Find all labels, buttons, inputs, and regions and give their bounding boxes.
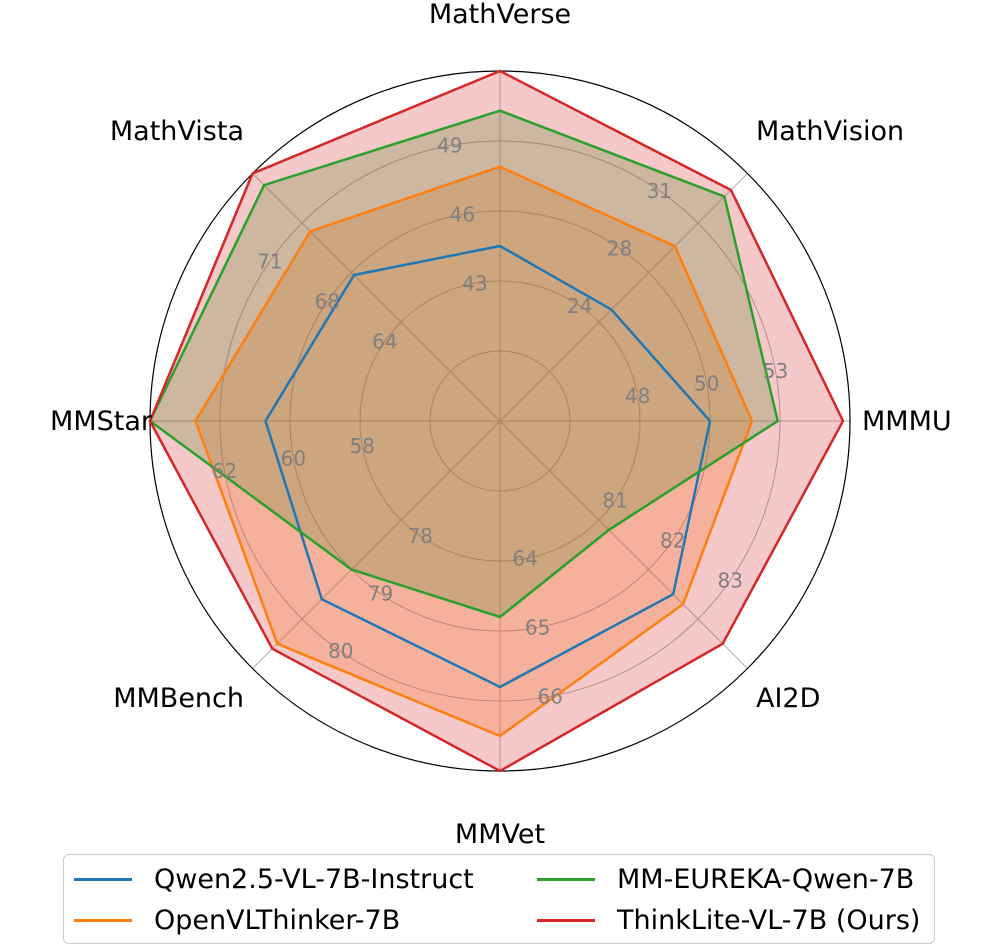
axis-label-mmmu: MMMU <box>862 406 952 437</box>
tick-label-mathvision-2: 28 <box>607 236 632 260</box>
legend-swatch-qwen <box>74 877 132 881</box>
tick-label-mmbench-3: 80 <box>328 639 353 663</box>
tick-label-mmbench-2: 79 <box>368 582 393 606</box>
series-line-thinklite-vl-7b-ours <box>148 69 845 773</box>
tick-label-mmstar-3: 62 <box>212 459 237 483</box>
tick-label-mmvet-3: 66 <box>537 685 562 709</box>
axis-label-mmstar: MMStar <box>50 406 153 437</box>
legend-label-openvlthinker: OpenVLThinker-7B <box>154 904 401 936</box>
tick-label-mmbench-1: 78 <box>408 524 433 548</box>
axis-label-mathverse: MathVerse <box>429 0 571 30</box>
spoke-mmbench <box>252 420 501 669</box>
axis-label-mmbench: MMBench <box>113 683 244 714</box>
axis-label-mathvision: MathVision <box>756 116 904 147</box>
series-line-openvlthinker-7b <box>194 165 754 738</box>
tick-label-mmstar-1: 58 <box>350 434 375 458</box>
spoke-mathvision <box>499 173 748 422</box>
tick-label-ai2d-1: 81 <box>602 489 627 513</box>
legend-label-thinklite: ThinkLite-VL-7B (Ours) <box>617 904 921 936</box>
legend-item-thinklite: ThinkLite-VL-7B (Ours) <box>537 900 920 940</box>
legend-swatch-mm-eureka <box>537 877 595 881</box>
legend-item-qwen: Qwen2.5-VL-7B-Instruct <box>74 859 474 899</box>
spoke-mathvista <box>252 173 501 422</box>
tick-label-mmstar-2: 60 <box>281 447 306 471</box>
tick-label-ai2d-2: 82 <box>660 529 685 553</box>
tick-label-mathvision-1: 24 <box>567 294 592 318</box>
spoke-ai2d <box>499 420 748 669</box>
axis-label-mmvet: MMVet <box>455 819 545 850</box>
axis-label-ai2d: AI2D <box>756 683 820 714</box>
tick-label-mathvista-2: 68 <box>315 290 340 314</box>
tick-label-mathverse-2: 46 <box>450 202 475 226</box>
label-layer: 43 46 49 24 28 31 48 50 53 81 82 83 64 65 66 78 79 80 58 60… <box>50 0 952 850</box>
legend-label-mm-eureka: MM-EUREKA-Qwen-7B <box>617 863 915 895</box>
axis-label-mathvista: MathVista <box>110 116 244 147</box>
legend-item-mm-eureka: MM-EUREKA-Qwen-7B <box>537 859 914 899</box>
tick-label-mmvet-1: 64 <box>512 547 537 571</box>
series-line-layer <box>148 69 845 773</box>
legend-item-openvlthinker: OpenVLThinker-7B <box>74 900 400 940</box>
legend: Qwen2.5-VL-7B-Instruct OpenVLThinker-7B … <box>63 854 935 944</box>
tick-label-mmmu-2: 50 <box>694 371 719 395</box>
legend-label-qwen: Qwen2.5-VL-7B-Instruct <box>154 863 474 895</box>
tick-label-mmmu-3: 53 <box>763 359 788 383</box>
tick-label-mathverse-3: 49 <box>437 134 462 158</box>
tick-label-mmvet-2: 65 <box>525 616 550 640</box>
legend-swatch-thinklite <box>537 918 595 922</box>
tick-label-ai2d-3: 83 <box>717 568 742 592</box>
series-area-thinklite-vl-7b-ours <box>150 71 843 771</box>
tick-label-mmmu-1: 48 <box>625 384 650 408</box>
series-line-mm-eureka-qwen-7b <box>148 109 780 619</box>
series-line-qwen2-5-vl-7b-instruct <box>264 244 712 689</box>
radar-chart: 43 46 49 24 28 31 48 50 53 81 82 83 64 65 66 78 79 80 58 60… <box>50 0 952 850</box>
tick-label-mathvista-1: 64 <box>372 329 397 353</box>
tick-label-mathvista-3: 71 <box>257 250 282 274</box>
tick-label-mathvision-3: 31 <box>647 179 672 203</box>
legend-swatch-openvlthinker <box>74 918 132 922</box>
tick-label-mathverse-1: 43 <box>462 271 487 295</box>
series-fill-layer <box>150 71 843 771</box>
